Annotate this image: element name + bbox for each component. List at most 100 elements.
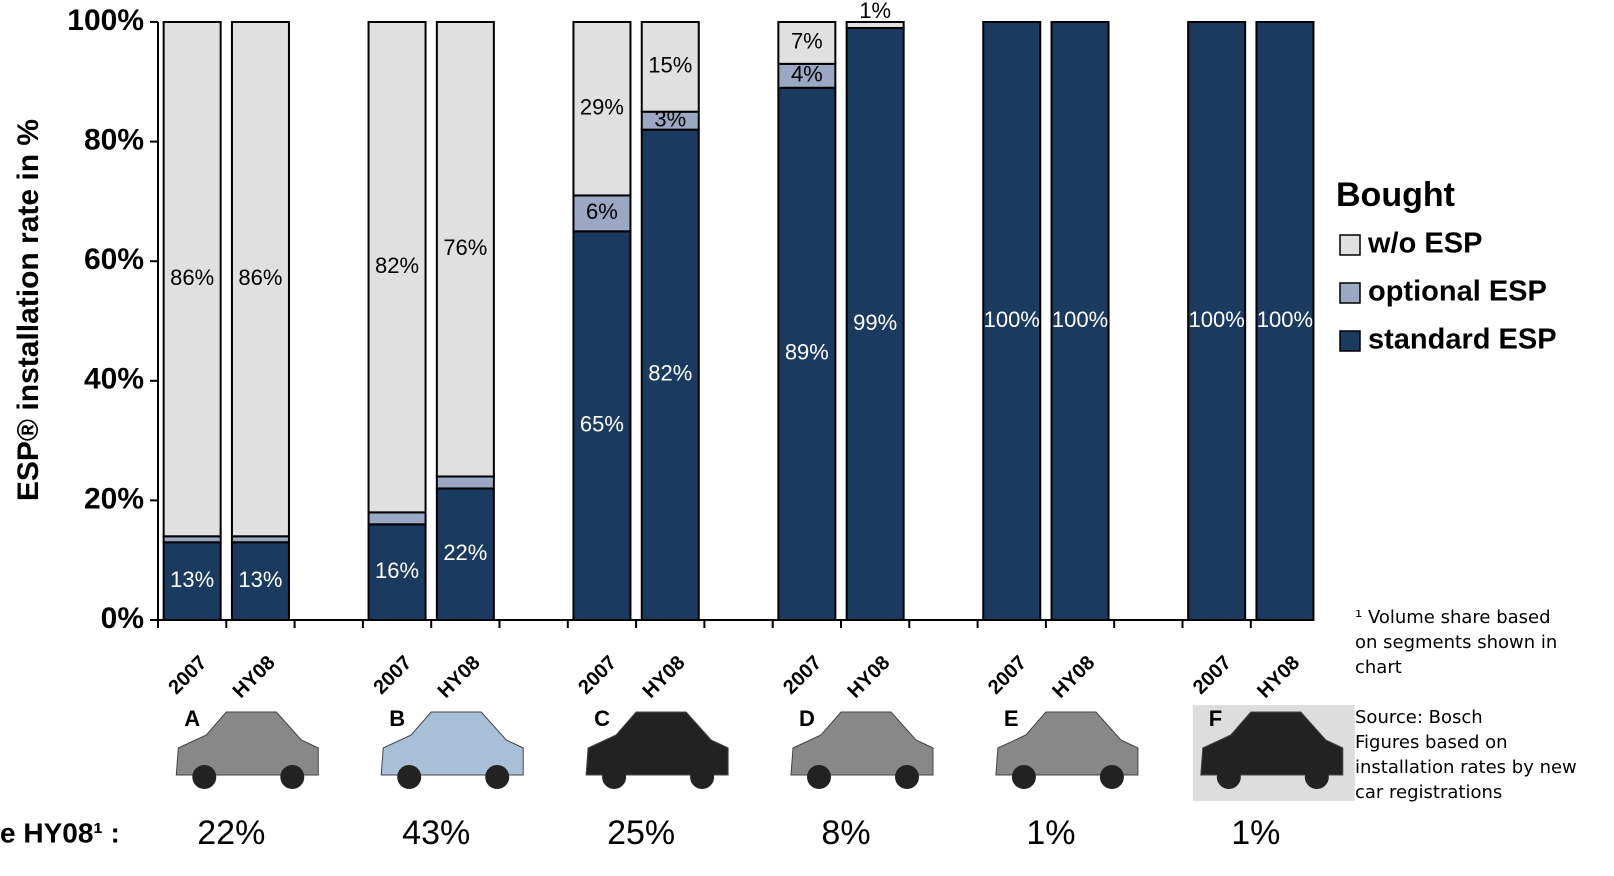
group-label: B [389, 706, 405, 731]
bar-segment [162, 21, 222, 538]
value-label: 7% [791, 29, 823, 54]
share-label: 25% [607, 814, 675, 852]
bar-segment [777, 21, 837, 65]
x-tick-label: HY08 [639, 652, 690, 703]
share-label: 43% [402, 814, 470, 852]
value-label: 100% [1052, 307, 1108, 332]
bar-segment [367, 523, 427, 622]
value-label: 76% [443, 235, 487, 260]
value-label: 15% [648, 53, 692, 78]
x-tick-label: 2007 [164, 652, 211, 699]
car-image [1200, 711, 1344, 776]
bar-segment [982, 21, 1042, 621]
value-label: 99% [853, 310, 897, 335]
bar-segment [572, 230, 632, 622]
value-label: 82% [375, 253, 419, 278]
value-label: 82% [648, 361, 692, 386]
share-label: 8% [821, 814, 870, 852]
car-wheel [602, 765, 627, 789]
value-label: 22% [443, 540, 487, 565]
car-image [995, 711, 1139, 776]
share-label: 22% [197, 814, 265, 852]
bar-segment [435, 475, 495, 490]
legend-label: optional ESP [1368, 276, 1547, 308]
legend-swatch [1339, 282, 1361, 304]
x-tick-label: 2007 [1189, 652, 1236, 699]
car-wheel [1011, 765, 1036, 789]
bar-segment [1050, 21, 1110, 621]
note: chart [1355, 657, 1402, 678]
car-image [585, 711, 729, 776]
note: car registrations [1355, 782, 1502, 803]
car-wheel [280, 765, 305, 789]
group-label: F [1209, 706, 1222, 731]
share-title: e HY08¹ : [0, 817, 120, 848]
x-tick-label: HY08 [1253, 652, 1304, 703]
bar-segment [230, 21, 290, 538]
y-tick-label: 40% [84, 363, 144, 396]
y-tick-label: 80% [84, 124, 144, 157]
group-label: E [1004, 706, 1019, 731]
legend-swatch [1339, 330, 1361, 352]
x-tick-label: HY08 [1048, 652, 1099, 703]
car-wheel [192, 765, 217, 789]
legend-swatch [1339, 234, 1361, 256]
car-wheel [1216, 765, 1241, 789]
value-label: 4% [791, 62, 823, 87]
y-axis-label: ESP® installation rate in % [12, 119, 45, 501]
value-label: 65% [580, 411, 624, 436]
car-image [175, 711, 319, 776]
x-tick-label: HY08 [843, 652, 894, 703]
bar-segment [367, 511, 427, 526]
bar-segment [435, 487, 495, 621]
value-label: 86% [238, 265, 282, 290]
value-label: 1% [859, 0, 891, 23]
car-wheel [397, 765, 422, 789]
x-tick-label: HY08 [434, 652, 485, 703]
legend-label: w/o ESP [1367, 228, 1482, 260]
car-image [380, 711, 524, 776]
bar-segment [435, 21, 495, 478]
group-label: C [594, 706, 610, 731]
group-label: A [184, 706, 200, 731]
y-tick-label: 0% [101, 602, 144, 635]
bar-segment [367, 21, 427, 514]
bar-segment [1187, 21, 1247, 621]
bar-segment [572, 21, 632, 197]
value-label: 100% [984, 307, 1040, 332]
car-wheel [485, 765, 510, 789]
bar-segment [572, 194, 632, 233]
value-label: 86% [170, 265, 214, 290]
value-label: 13% [238, 567, 282, 592]
bar-segment [777, 86, 837, 621]
bar-segment [230, 541, 290, 622]
x-tick-label: 2007 [984, 652, 1031, 699]
car-wheel [1304, 765, 1329, 789]
bar-segment [845, 21, 905, 29]
car-wheel [690, 765, 715, 789]
value-label: 16% [375, 558, 419, 583]
value-label: 29% [580, 95, 624, 120]
legend-title: Bought [1336, 176, 1455, 214]
y-tick-label: 100% [67, 4, 144, 37]
share-label: 1% [1231, 814, 1280, 852]
bar-segment [640, 21, 700, 113]
note: installation rates by new [1355, 757, 1577, 778]
x-tick-label: HY08 [229, 652, 280, 703]
value-label: 6% [586, 199, 618, 224]
car-image [790, 711, 934, 776]
x-tick-label: 2007 [574, 652, 621, 699]
car-wheel [1099, 765, 1124, 789]
car-wheel [807, 765, 831, 789]
value-label: 100% [1189, 307, 1245, 332]
value-label: 13% [170, 567, 214, 592]
note: Source: Bosch [1355, 707, 1483, 728]
value-label: 89% [785, 340, 829, 365]
note: Figures based on [1355, 732, 1508, 753]
y-tick-label: 60% [84, 243, 144, 276]
x-tick-label: 2007 [779, 652, 826, 699]
share-label: 1% [1026, 814, 1075, 852]
legend-label: standard ESP [1368, 324, 1557, 356]
